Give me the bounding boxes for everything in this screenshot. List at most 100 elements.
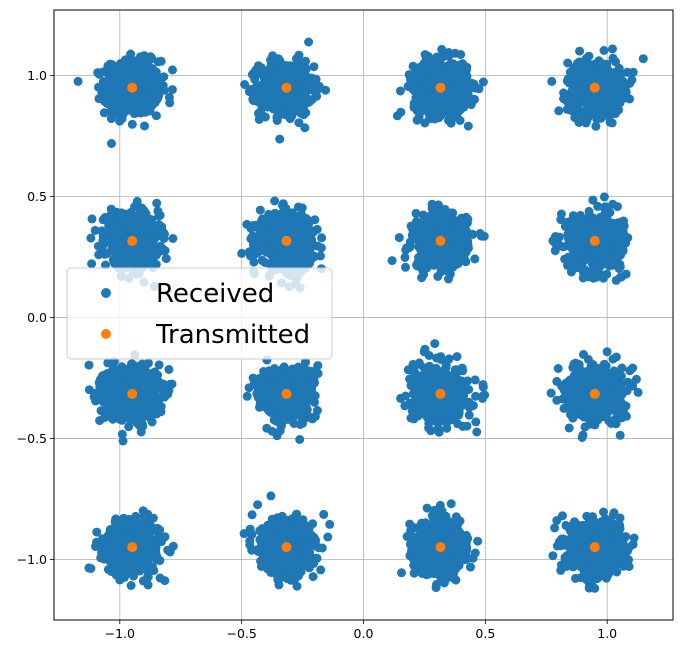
received-point [448,215,458,225]
received-point [87,214,97,224]
received-point [600,246,610,256]
received-point [99,108,109,118]
received-point [118,105,128,115]
received-point [303,98,313,107]
received-point [584,206,594,216]
received-point [127,119,137,129]
received-point [413,261,423,271]
received-point [254,114,264,124]
received-point [617,217,627,227]
received-point [272,79,282,89]
received-point [254,89,264,99]
received-point [126,103,136,113]
received-point [437,221,447,231]
received-point [596,104,605,114]
received-point [279,93,289,103]
received-point [300,123,310,133]
received-point [463,121,473,131]
received-point [147,54,157,64]
received-point [84,360,94,370]
received-point [586,221,596,231]
received-point [396,107,406,117]
received-point [98,67,108,77]
received-point [134,245,144,255]
received-point [600,204,610,214]
received-point [451,67,461,77]
received-point [167,85,177,95]
received-point [445,114,455,124]
received-point [429,111,439,121]
received-point [309,62,319,72]
received-point [411,208,421,218]
received-point [168,234,178,243]
received-point [580,107,590,117]
received-point [412,228,422,238]
received-point [580,265,590,275]
received-point [294,50,304,60]
received-point [312,85,322,95]
received-point [612,254,622,264]
received-point [249,233,259,243]
received-point [127,69,137,79]
received-point [113,226,123,236]
received-point [617,272,626,282]
received-point [152,198,162,208]
received-point [612,76,622,86]
received-point [242,219,252,229]
received-point [443,266,453,276]
received-point [459,90,469,100]
received-point [283,69,293,79]
received-point [461,257,471,267]
received-point [444,51,454,61]
received-point [599,192,609,202]
received-point [627,75,637,85]
received-point [150,73,159,83]
received-point [430,97,440,107]
received-point [309,251,319,261]
received-point [161,254,171,264]
received-point [569,241,579,250]
received-point [442,106,452,116]
received-point [130,258,140,268]
received-point [274,54,284,64]
received-point [615,238,625,248]
received-point [566,267,576,277]
received-point [240,80,250,89]
received-point [569,63,579,72]
received-point [108,78,118,88]
received-point [139,221,149,231]
received-point [394,233,404,243]
received-point [138,63,148,73]
received-point [620,84,630,94]
received-point [604,87,614,97]
received-point [117,244,126,254]
received-point [114,90,124,100]
received-point [147,88,157,98]
received-point [478,77,488,87]
received-point [565,252,575,262]
received-point [86,233,96,243]
received-point [450,246,460,256]
received-point [408,78,418,88]
received-point [420,118,430,128]
received-point [401,262,410,272]
received-point [470,254,480,264]
received-point [103,61,113,71]
received-point [468,229,478,239]
received-point [479,231,489,241]
received-point [317,233,327,243]
received-point [156,56,166,66]
received-point [589,273,598,283]
received-point [638,54,648,64]
received-point [260,101,270,111]
received-point [130,56,140,66]
received-point [151,111,161,121]
received-point [255,245,264,255]
received-point [253,223,263,233]
received-point [454,98,464,108]
received-point [270,196,280,206]
received-point [249,257,259,267]
received-point [255,68,265,78]
received-point [556,209,566,219]
